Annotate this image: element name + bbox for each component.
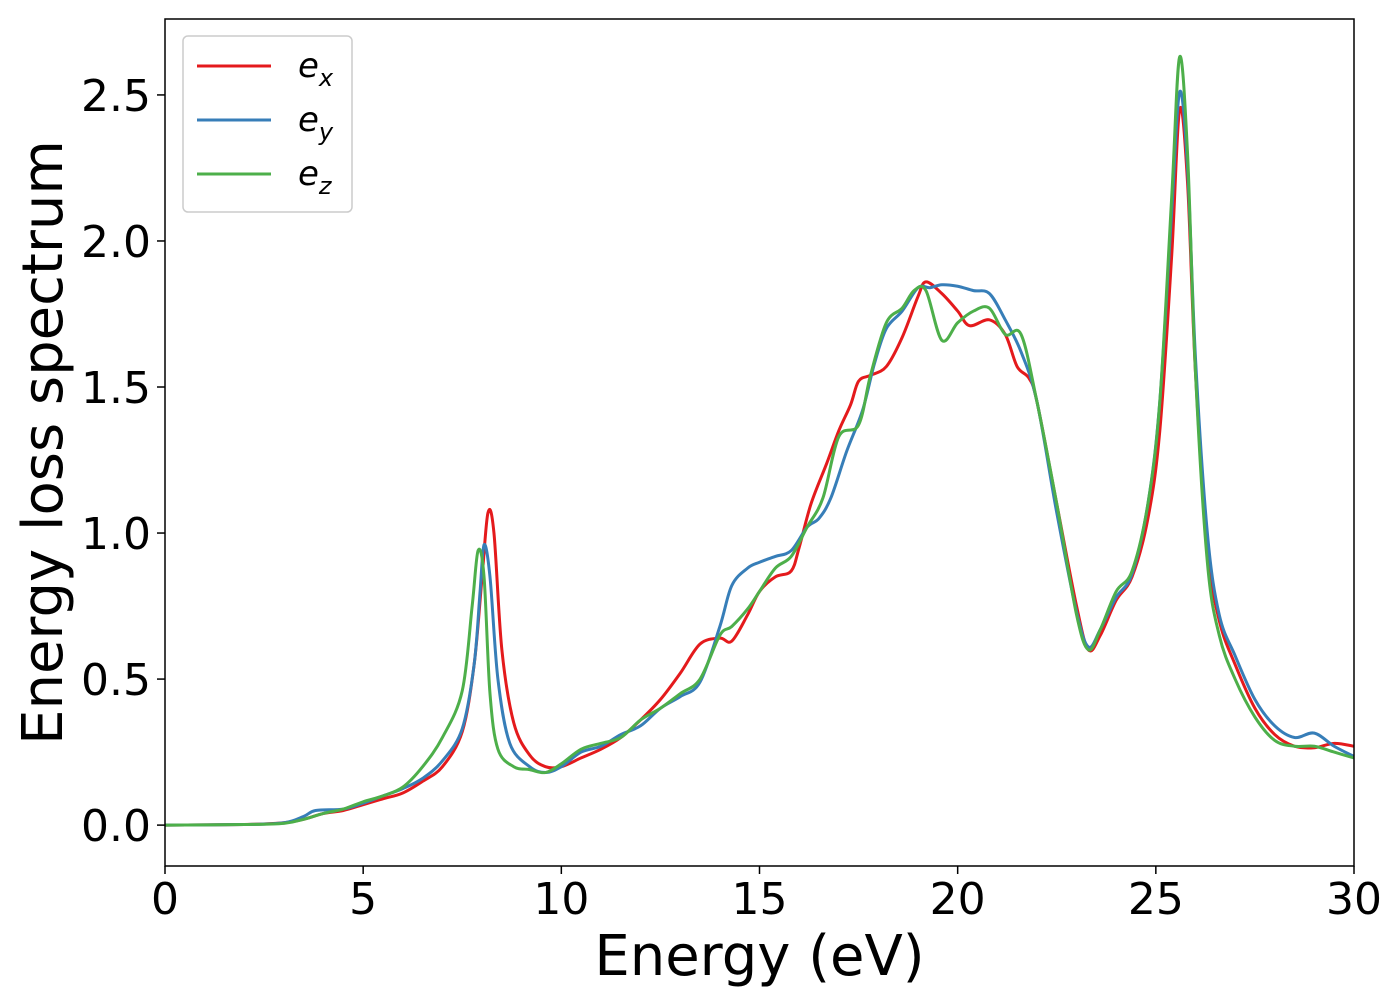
- x-tick-label: 0: [151, 874, 179, 925]
- y-tick-label: 2.5: [81, 71, 151, 122]
- series-line-ex: [165, 105, 1354, 827]
- x-tick-label: 15: [732, 874, 788, 925]
- x-axis-ticks: 0 5 10 15 20 25 30: [151, 866, 1382, 925]
- x-tick-label: 30: [1326, 874, 1382, 925]
- y-axis-ticks: 0.0 0.5 1.0 1.5 2.0 2.5: [81, 71, 165, 852]
- y-tick-label: 1.0: [81, 509, 151, 560]
- x-axis-label: Energy (eV): [594, 924, 924, 989]
- x-tick-label: 5: [349, 874, 377, 925]
- series-layer: [165, 54, 1354, 827]
- series-line-ez: [165, 54, 1354, 827]
- y-tick-label: 1.5: [81, 363, 151, 414]
- legend-box: [182, 35, 353, 213]
- x-tick-label: 25: [1128, 874, 1184, 925]
- y-tick-label: 0.0: [81, 801, 151, 852]
- series-line-ey: [165, 89, 1354, 827]
- y-axis-label: Energy loss spectrum: [11, 140, 76, 745]
- y-tick-label: 0.5: [81, 655, 151, 706]
- x-tick-label: 10: [533, 874, 589, 925]
- x-tick-label: 20: [930, 874, 986, 925]
- y-tick-label: 2.0: [81, 217, 151, 268]
